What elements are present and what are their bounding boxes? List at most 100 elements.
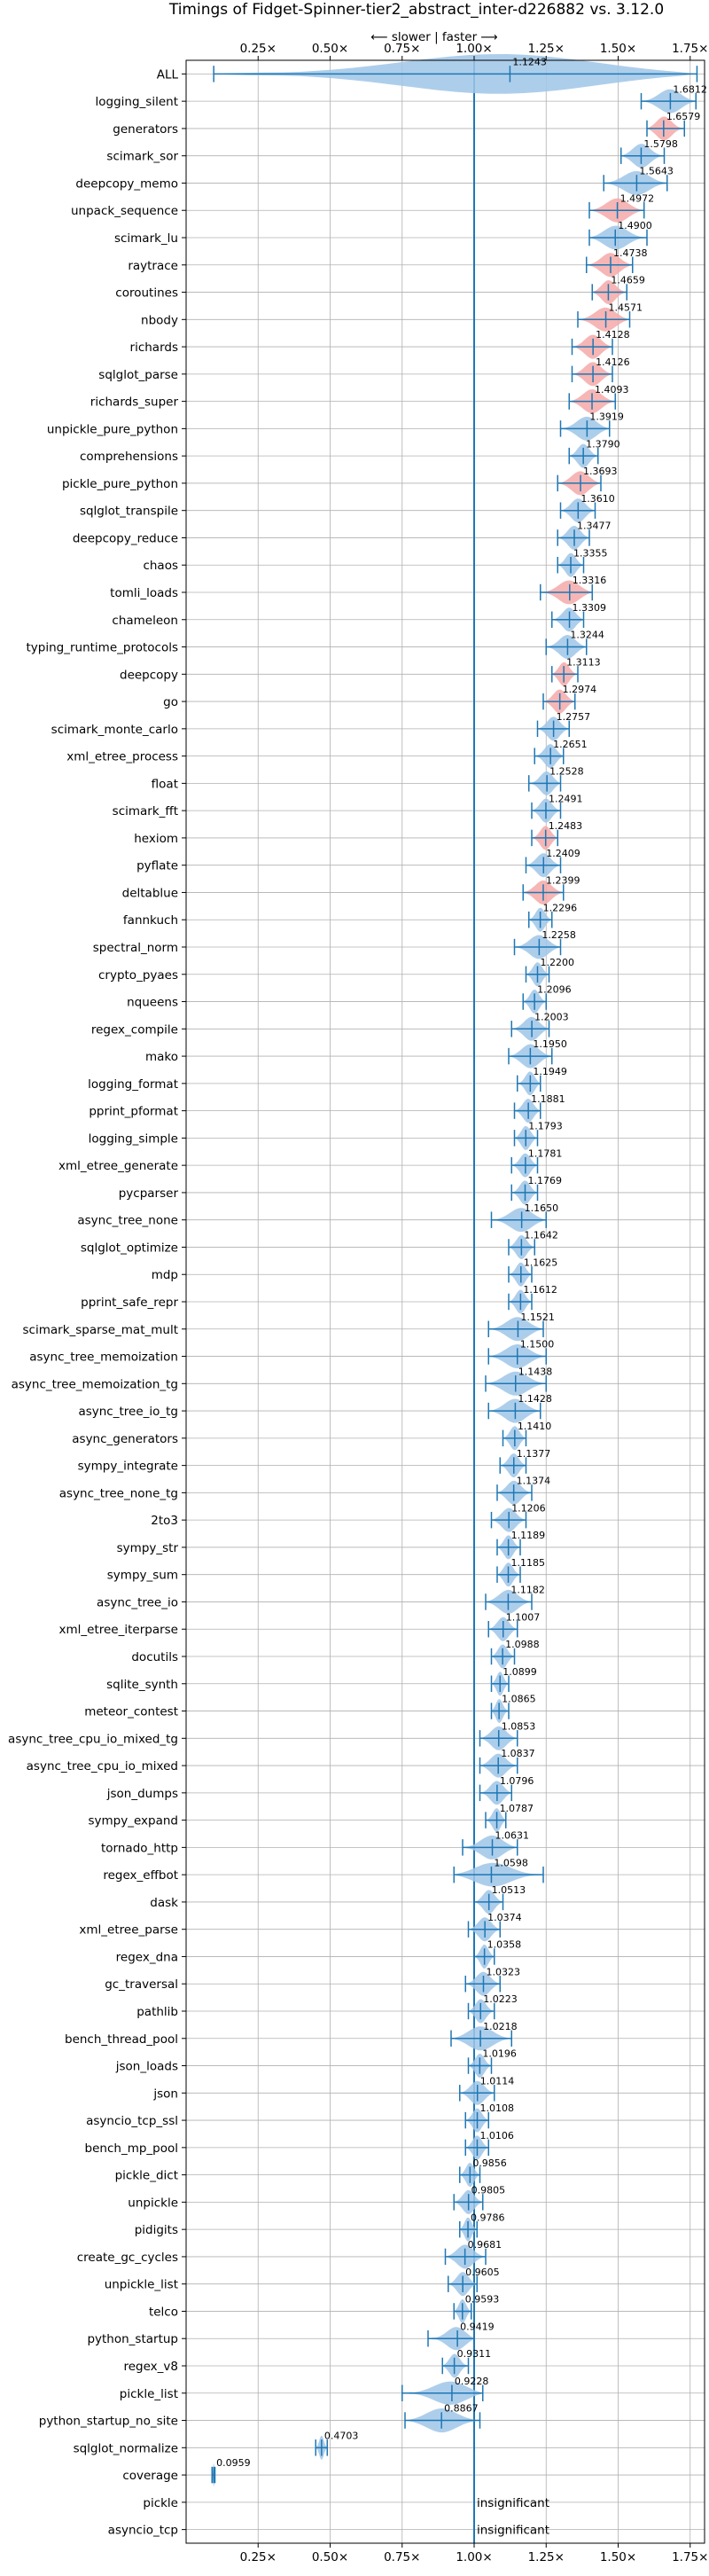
value-label: 1.0988 [505, 1639, 540, 1650]
value-label: 1.3477 [577, 521, 612, 532]
benchmark-label: json [152, 2087, 178, 2101]
benchmark-label: async_tree_io [97, 1595, 178, 1609]
value-label: 1.2096 [537, 984, 572, 996]
benchmark-label: deepcopy_memo [75, 176, 178, 191]
benchmark-label: pathlib [136, 2005, 178, 2019]
value-label: 1.3693 [583, 466, 618, 477]
value-label: 1.0598 [494, 1857, 528, 1868]
value-label: 0.9228 [455, 2376, 489, 2387]
value-label: 1.0223 [483, 1993, 518, 2005]
benchmark-label: nbody [141, 313, 178, 327]
bottom-tick-label: 0.25× [240, 2550, 277, 2564]
value-label: 1.1642 [524, 1230, 558, 1241]
benchmark-label: 2to3 [151, 1514, 178, 1528]
value-label: 1.3919 [589, 411, 624, 423]
benchmark-label: xml_etree_iterparse [59, 1623, 179, 1637]
benchmark-label: chameleon [112, 614, 178, 628]
value-label: 1.1949 [533, 1066, 567, 1077]
benchmark-label: pprint_pformat [89, 1105, 178, 1119]
top-tick-label: 0.50× [312, 42, 348, 56]
value-label: 1.4738 [613, 247, 648, 259]
benchmark-label: logging_silent [96, 95, 178, 109]
bottom-tick-label: 1.50× [600, 2550, 636, 2564]
value-label: 1.1243 [512, 57, 547, 68]
value-label: 1.4972 [620, 192, 655, 204]
value-label: 1.2296 [543, 902, 578, 913]
benchmark-label: python_startup_no_site [39, 2415, 178, 2429]
benchmark-label: sqlglot_parse [98, 368, 178, 382]
benchmark-label: coverage [122, 2469, 178, 2483]
violin-layer [211, 54, 698, 2487]
value-label: 1.1182 [510, 1585, 545, 1596]
insignificant-label: insignificant [477, 2496, 549, 2510]
benchmark-label: sympy_expand [88, 1814, 178, 1828]
benchmark-label: scimark_fft [113, 804, 178, 818]
benchmark-label: sqlglot_normalize [74, 2441, 178, 2455]
value-label: 1.3610 [580, 493, 615, 505]
benchmark-label: asyncio_tcp [108, 2524, 178, 2538]
bottom-tick-label: 1.00× [456, 2550, 492, 2564]
value-label: 1.3355 [573, 547, 608, 559]
benchmark-label: create_gc_cycles [77, 2251, 178, 2265]
top-tick-label: 0.75× [384, 42, 420, 56]
benchmark-label: deepcopy_reduce [73, 531, 178, 545]
value-label: 1.1500 [520, 1339, 555, 1351]
value-label: 1.2491 [549, 793, 583, 804]
benchmark-label: xml_etree_generate [58, 1159, 178, 1173]
value-label: 1.1428 [518, 1393, 552, 1405]
benchmark-label: mdp [152, 1268, 178, 1282]
value-label: 1.3113 [566, 656, 601, 668]
value-label: 1.5798 [643, 138, 678, 150]
value-label: 1.1612 [523, 1284, 557, 1296]
value-label: 0.9311 [457, 2348, 492, 2360]
value-label: 1.2003 [534, 1011, 569, 1022]
benchmark-label: deepcopy [120, 668, 178, 682]
benchmark-label: bench_thread_pool [65, 2032, 178, 2047]
benchmark-label: scimark_sparse_mat_mult [23, 1323, 178, 1337]
benchmark-label: gc_traversal [105, 1977, 178, 1992]
value-label: 0.9856 [472, 2157, 507, 2169]
benchmark-label: scimark_lu [114, 231, 178, 246]
value-label: 1.0323 [486, 1966, 520, 1977]
value-label: 0.9786 [471, 2212, 505, 2223]
benchmark-label: sympy_sum [107, 1569, 178, 1583]
benchmark-label: async_tree_none [77, 1214, 178, 1228]
benchmark-label: pycparser [119, 1186, 179, 1201]
value-label: 1.1185 [511, 1557, 546, 1569]
bottom-tick-label: 1.25× [528, 2550, 565, 2564]
value-label: 1.0631 [495, 1830, 530, 1842]
benchmark-label: hexiom [134, 832, 178, 846]
value-label: 1.1769 [527, 1175, 562, 1186]
value-label: 1.1781 [528, 1147, 563, 1159]
benchmark-label: richards_super [90, 395, 179, 410]
value-label: 1.5643 [639, 166, 674, 177]
benchmark-label: coroutines [115, 286, 178, 301]
value-label: 1.1206 [511, 1502, 546, 1514]
benchmark-label: typing_runtime_protocols [27, 641, 179, 655]
value-label: 1.6812 [673, 83, 707, 95]
benchmark-label: json_loads [115, 2060, 178, 2074]
benchmark-label: sqlglot_transpile [80, 505, 178, 519]
value-label: 1.2409 [546, 848, 580, 859]
value-label: 1.0114 [480, 2075, 515, 2087]
benchmark-label: regex_compile [91, 1022, 178, 1037]
benchmark-label: scimark_sor [106, 150, 178, 164]
value-label: 1.3790 [586, 438, 620, 450]
value-label: 1.0106 [479, 2130, 514, 2141]
value-label: 0.9605 [465, 2267, 500, 2278]
benchmark-label: sqlglot_optimize [81, 1241, 178, 1255]
value-label: 1.0837 [501, 1748, 535, 1759]
bottom-tick-label: 0.75× [384, 2550, 420, 2564]
grid-layer [186, 60, 705, 2543]
benchmark-label: unpickle_list [105, 2278, 178, 2292]
benchmark-label: async_generators [72, 1432, 178, 1446]
insignificant-label: insignificant [477, 2524, 549, 2538]
value-label: 1.1377 [517, 1448, 551, 1460]
chart-title: Timings of Fidget-Spinner-tier2_abstract… [168, 1, 664, 19]
benchmark-label: tornado_http [101, 1841, 178, 1855]
axis-layer: 0.25× 0.25× 0.50× 0.50× 0.75× 0.75× 1.00× 1.00×… [182, 42, 708, 2564]
benchmark-label: unpack_sequence [71, 204, 178, 218]
value-label: 1.1650 [525, 1202, 559, 1214]
